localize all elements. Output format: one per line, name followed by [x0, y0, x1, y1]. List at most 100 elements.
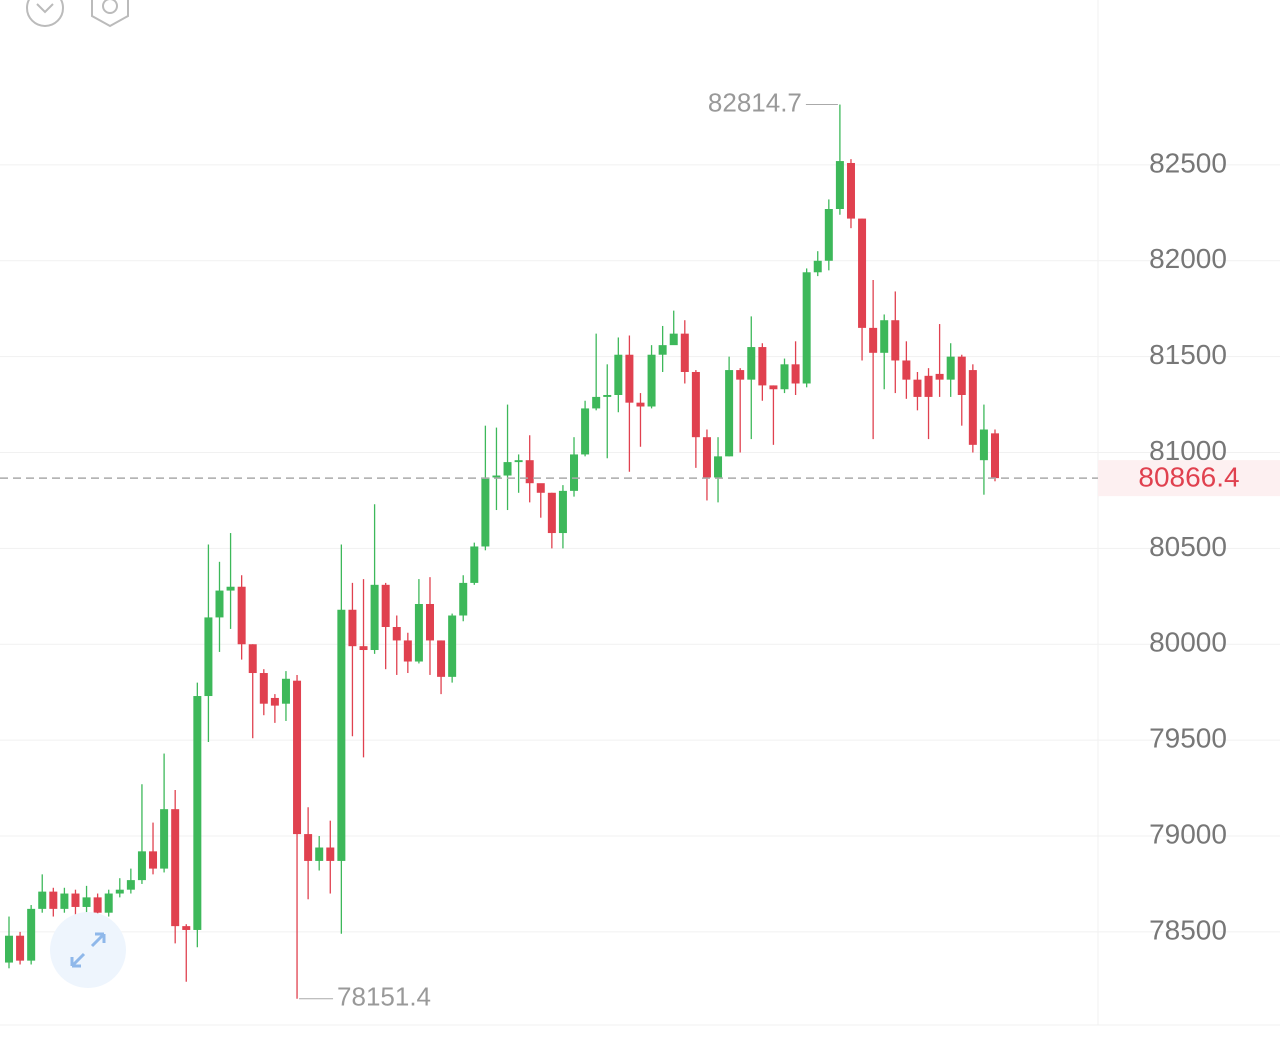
candle-body: [481, 477, 490, 547]
candle-body: [337, 609, 346, 861]
candle-body: [93, 897, 102, 913]
candle-body: [126, 880, 135, 890]
y-tick-label: 81500: [1149, 339, 1227, 370]
candle-body: [924, 375, 933, 397]
y-tick-label: 82500: [1149, 147, 1227, 178]
candle-body: [425, 603, 434, 641]
candle-body: [137, 851, 146, 881]
candle-body: [448, 615, 457, 677]
candle-body: [437, 640, 446, 677]
candle-body: [459, 582, 468, 616]
low-label: 78151.4: [337, 982, 431, 1012]
candle-body: [736, 370, 745, 380]
last-price-label: 80866.4: [1138, 462, 1239, 493]
candle-body: [326, 847, 335, 861]
candle-body: [171, 809, 180, 927]
candle-body: [957, 356, 966, 395]
candle-body: [714, 456, 723, 478]
candle-body: [525, 460, 534, 484]
high-label: 82814.7: [708, 87, 802, 117]
candle-body: [758, 347, 767, 386]
candle-body: [658, 345, 667, 355]
candle-body: [547, 492, 556, 534]
candle-body: [392, 627, 401, 641]
y-tick-label: 79500: [1149, 723, 1227, 754]
candle-body: [625, 354, 634, 403]
candle-body: [115, 889, 124, 894]
candle-body: [315, 847, 324, 861]
candle-body: [259, 673, 268, 704]
candle-body: [769, 385, 778, 390]
candle-body: [27, 908, 36, 961]
candle-body: [858, 218, 867, 328]
expand-button[interactable]: [50, 912, 126, 988]
candle-body: [204, 617, 213, 697]
y-tick-label: 78500: [1149, 914, 1227, 945]
candle-body: [149, 851, 158, 869]
candle-body: [592, 396, 601, 409]
dropdown-icon-arrow: [36, 3, 54, 14]
candle-body: [935, 373, 944, 380]
candle-body: [270, 697, 279, 706]
candle-body: [946, 356, 955, 380]
candle-body: [791, 364, 800, 384]
candle-body: [403, 640, 412, 662]
candle-body: [835, 161, 844, 210]
candle-body: [514, 460, 523, 463]
candle-body: [60, 893, 69, 909]
candle-body: [359, 646, 368, 651]
candle-body: [381, 584, 390, 628]
candle-body: [747, 347, 756, 380]
candle-body: [570, 454, 579, 491]
expand-icon: [70, 932, 106, 968]
candle-body: [248, 644, 257, 674]
candle-body: [215, 590, 224, 618]
candle-body: [968, 370, 977, 445]
candle-body: [991, 433, 999, 479]
candle-body: [636, 402, 645, 407]
candle-body: [846, 162, 855, 219]
candle-body: [16, 935, 25, 961]
candle-body: [669, 333, 678, 346]
candle-body: [304, 834, 313, 861]
candle-body: [293, 680, 302, 835]
candle-body: [348, 609, 357, 647]
candle-body: [902, 360, 911, 380]
candle-body: [581, 408, 590, 455]
candle-body: [813, 260, 822, 273]
candle-body: [281, 678, 290, 704]
candle-body: [38, 891, 47, 909]
last-price-box: [1098, 460, 1280, 497]
settings-icon[interactable]: [91, 0, 129, 28]
candle-body: [680, 333, 689, 372]
candle-body: [614, 354, 623, 395]
candle-body: [492, 475, 501, 478]
y-tick-label: 82000: [1149, 243, 1227, 274]
candle-body: [237, 586, 246, 645]
candle-body: [414, 603, 423, 662]
candle-body: [824, 209, 833, 261]
candle-body: [470, 546, 479, 583]
candle-body: [558, 490, 567, 534]
y-tick-label: 80500: [1149, 531, 1227, 562]
candle-body: [226, 586, 235, 591]
candle-body: [5, 935, 13, 963]
candle-body: [160, 809, 169, 869]
candle-body: [691, 371, 700, 438]
candle-body: [370, 584, 379, 651]
candle-body: [82, 897, 91, 907]
candle-body: [503, 462, 512, 476]
settings-icon-center: [102, 0, 118, 14]
candle-body: [182, 926, 191, 930]
y-tick-label: 80000: [1149, 627, 1227, 658]
candle-body: [71, 893, 80, 907]
candle-body: [880, 320, 889, 353]
candle-body: [725, 370, 734, 457]
dropdown-icon[interactable]: [26, 0, 64, 27]
candle-body: [913, 379, 922, 397]
candle-body: [979, 429, 988, 461]
candle-body: [647, 354, 656, 407]
candle-body: [536, 483, 545, 493]
